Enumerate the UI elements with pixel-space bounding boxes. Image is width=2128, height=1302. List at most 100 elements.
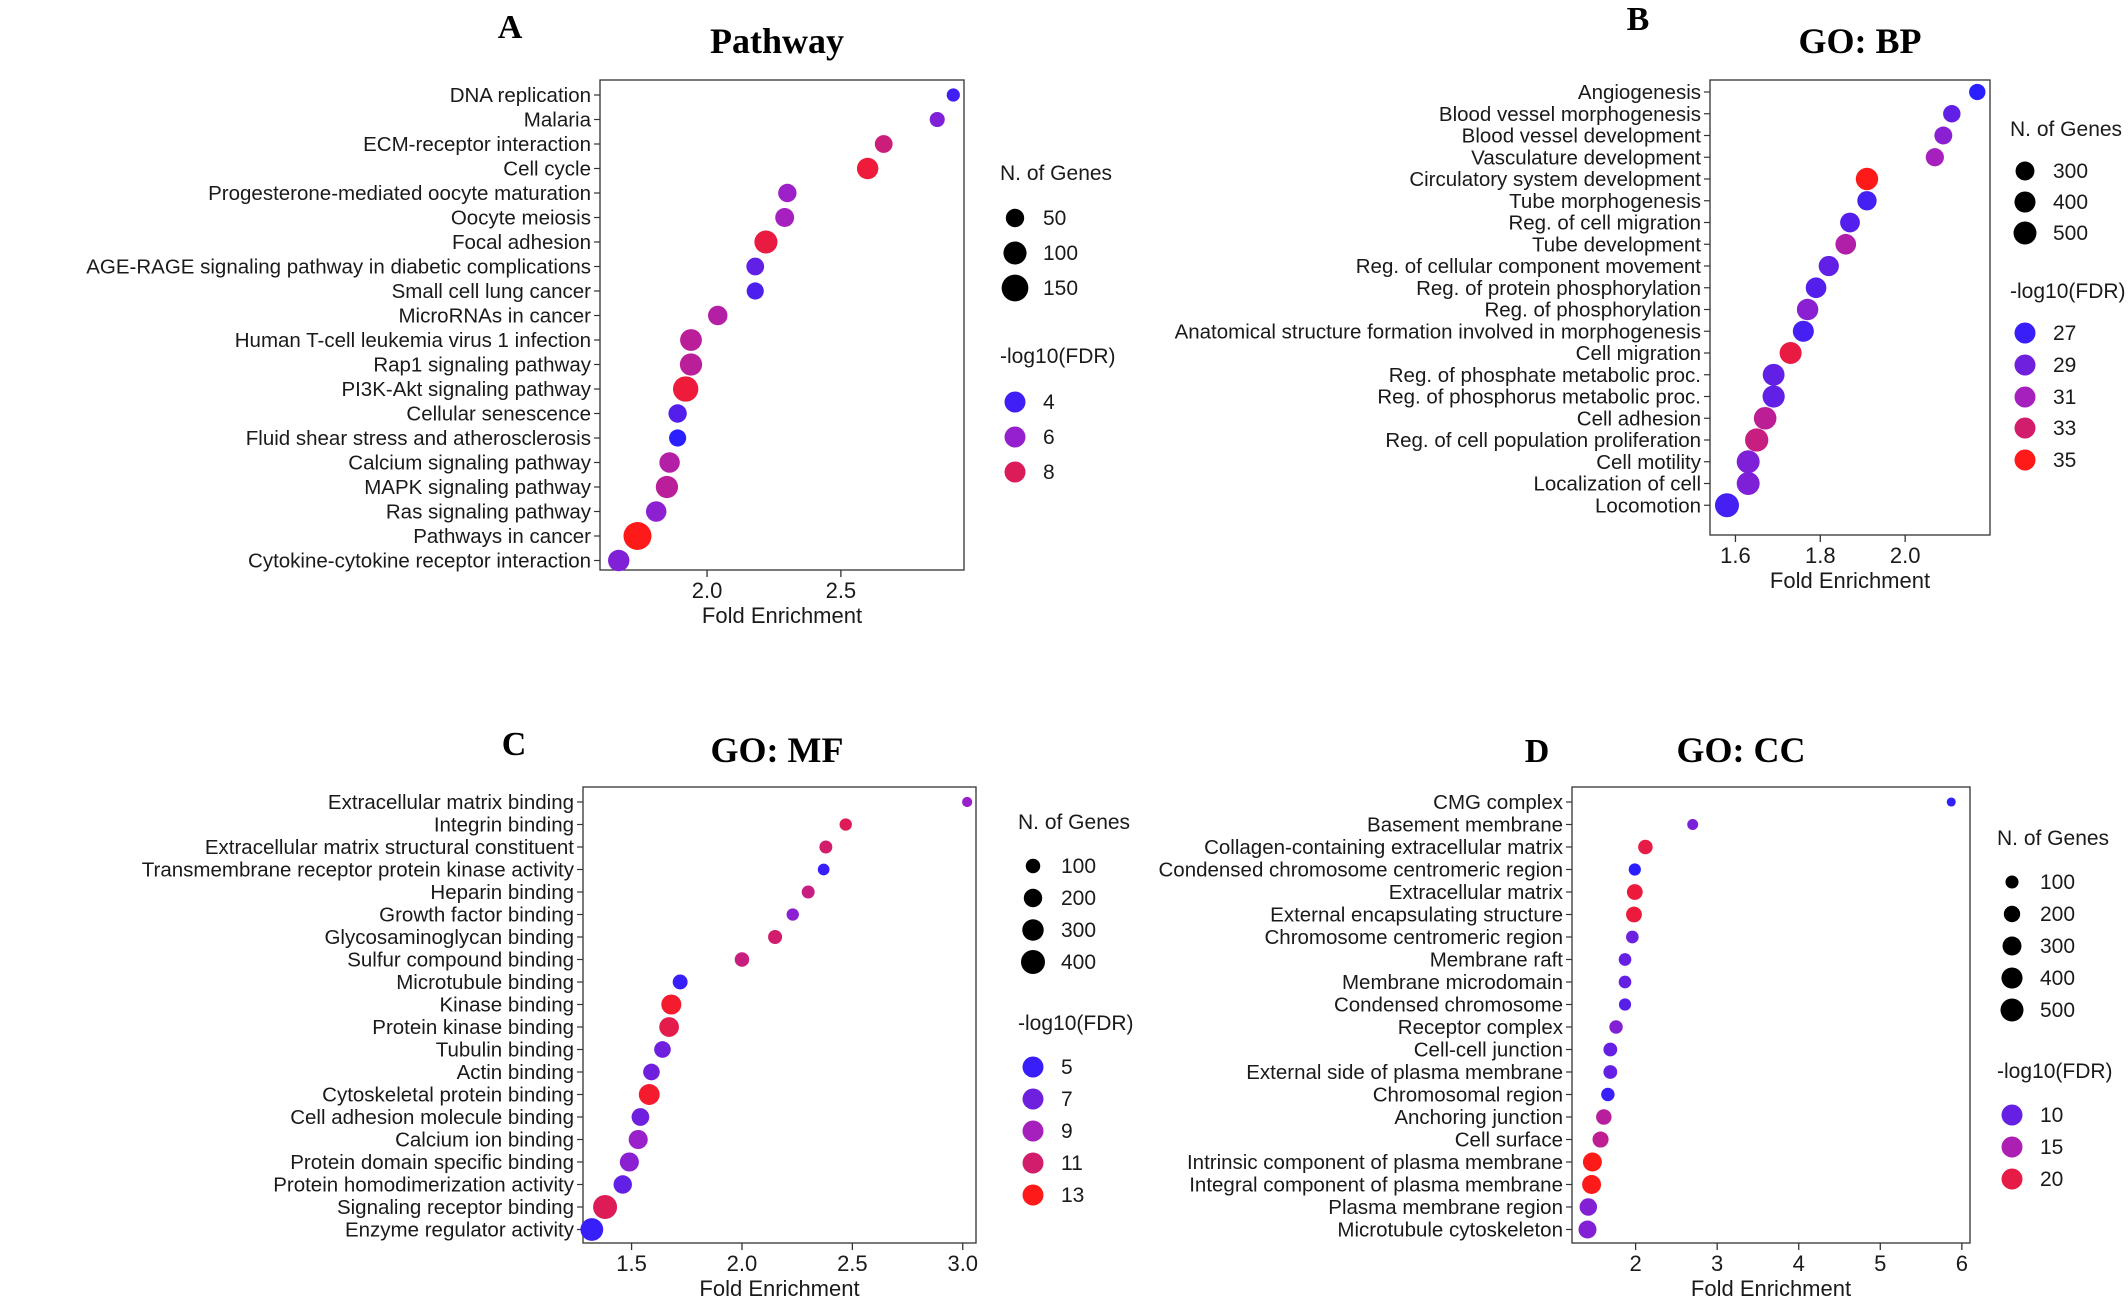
data-point <box>1792 320 1814 342</box>
data-point <box>1762 363 1785 386</box>
x-axis-title: Fold Enrichment <box>1770 568 1930 593</box>
panel-letter-b: B <box>1627 1 1650 38</box>
category-label: Localization of cell <box>1533 473 1701 496</box>
color-legend-title: -log10(FDR) <box>2010 280 2126 303</box>
category-label: Malaria <box>524 109 592 132</box>
size-legend-label: 200 <box>2040 903 2075 926</box>
size-legend-label: 500 <box>2053 222 2088 245</box>
chart-go-cc: 2 3 4 5 6 Fold Enrichment CMG complexBasement … <box>1158 786 2113 1301</box>
category-label: Oocyte meiosis <box>451 207 591 230</box>
color-legend-key <box>1004 426 1026 448</box>
category-label: Kinase binding <box>440 994 575 1017</box>
color-legend-key <box>2001 1104 2023 1126</box>
data-point <box>874 135 893 153</box>
category-label: Reg. of cell population proliferation <box>1385 429 1701 452</box>
data-point <box>1592 1131 1609 1148</box>
data-point <box>1714 493 1739 518</box>
data-point <box>1840 212 1860 233</box>
x-tick-label: 2 <box>1629 1251 1641 1276</box>
color-legend-key <box>2014 354 2036 376</box>
plot-frame <box>1571 786 1971 1244</box>
category-label: Blood vessel morphogenesis <box>1439 103 1701 126</box>
data-point <box>1618 953 1632 966</box>
panel-title-d: GO: CC <box>1677 730 1806 770</box>
category-label: ECM-receptor interaction <box>363 133 591 156</box>
color-legend-label: 6 <box>1043 426 1055 449</box>
data-point <box>856 157 879 180</box>
color-legend-label: 9 <box>1061 1120 1073 1143</box>
color-legend-key <box>1022 1088 1044 1110</box>
color-legend-label: 20 <box>2040 1168 2063 1191</box>
size-legend-key <box>1022 919 1044 941</box>
data-point <box>1578 1220 1597 1239</box>
category-label: Chromosomal region <box>1373 1084 1563 1107</box>
category-label: Protein homodimerization activity <box>273 1174 575 1197</box>
data-point <box>962 796 973 808</box>
data-point <box>1603 1042 1618 1057</box>
plot-frame <box>582 786 977 1244</box>
data-point <box>1596 1109 1612 1125</box>
category-label: Vasculature development <box>1471 146 1701 169</box>
data-point <box>754 230 778 254</box>
category-label: Ras signaling pathway <box>386 501 592 524</box>
category-label: Actin binding <box>457 1061 574 1084</box>
category-label: Membrane microdomain <box>1342 971 1563 994</box>
size-legend-key <box>2000 998 2024 1022</box>
category-label: Reg. of cell migration <box>1508 212 1701 235</box>
data-point <box>1925 148 1944 167</box>
data-point <box>839 818 852 831</box>
category-label: Locomotion <box>1595 494 1701 517</box>
data-point <box>1855 167 1879 191</box>
category-label: Progesterone-mediated oocyte maturation <box>208 182 591 205</box>
size-legend-label: 200 <box>1061 887 1096 910</box>
panel-title-a: Pathway <box>710 21 844 61</box>
size-legend-key <box>1003 241 1027 265</box>
data-point <box>679 353 703 376</box>
size-legend-key <box>1025 858 1041 874</box>
data-point <box>778 183 797 203</box>
color-legend-title: -log10(FDR) <box>1000 345 1116 368</box>
category-label: Reg. of phosphorus metabolic proc. <box>1377 386 1701 409</box>
data-point <box>1626 906 1642 923</box>
x-axis-title: Fold Enrichment <box>1691 1276 1851 1301</box>
x-tick-label: 1.5 <box>616 1251 647 1276</box>
data-point <box>768 929 783 945</box>
data-point <box>613 1175 632 1194</box>
data-point <box>645 501 667 522</box>
category-label: Reg. of phosphate metabolic proc. <box>1389 364 1701 387</box>
color-legend-title: -log10(FDR) <box>1018 1012 1134 1035</box>
size-legend-label: 500 <box>2040 999 2075 1022</box>
category-label: Sulfur compound binding <box>347 949 574 972</box>
panel-letter-c: C <box>502 726 527 763</box>
data-point <box>1762 385 1785 408</box>
category-label: Glycosaminoglycan binding <box>324 926 574 949</box>
color-legend-label: 33 <box>2053 417 2076 440</box>
category-label: Rap1 signaling pathway <box>373 354 591 377</box>
plot-frame <box>1709 79 1991 536</box>
category-label: Cytokine-cytokine receptor interaction <box>248 550 591 573</box>
x-tick-label: 2.0 <box>692 578 723 603</box>
color-legend-label: 4 <box>1043 391 1055 414</box>
data-point <box>819 840 833 854</box>
category-label: Signaling receptor binding <box>337 1196 574 1219</box>
x-tick-label: 1.8 <box>1805 543 1836 568</box>
data-point <box>1796 298 1819 321</box>
size-legend-key <box>2002 936 2022 956</box>
x-tick-label: 2.0 <box>1890 543 1921 568</box>
category-label: Extracellular matrix binding <box>328 791 574 814</box>
category-label: Cell surface <box>1455 1129 1563 1152</box>
data-point <box>1582 1175 1602 1194</box>
category-label: Pathways in cancer <box>413 525 591 548</box>
category-label: Collagen-containing extracellular matrix <box>1204 836 1564 859</box>
category-label: Tubulin binding <box>436 1039 574 1062</box>
data-point <box>1601 1087 1615 1102</box>
panel-letter-d: D <box>1525 733 1550 770</box>
data-point <box>1628 863 1641 876</box>
data-point <box>1609 1020 1623 1034</box>
x-tick-label: 2.0 <box>727 1251 758 1276</box>
category-label: MicroRNAs in cancer <box>398 305 591 328</box>
color-legend-label: 11 <box>1061 1152 1083 1175</box>
